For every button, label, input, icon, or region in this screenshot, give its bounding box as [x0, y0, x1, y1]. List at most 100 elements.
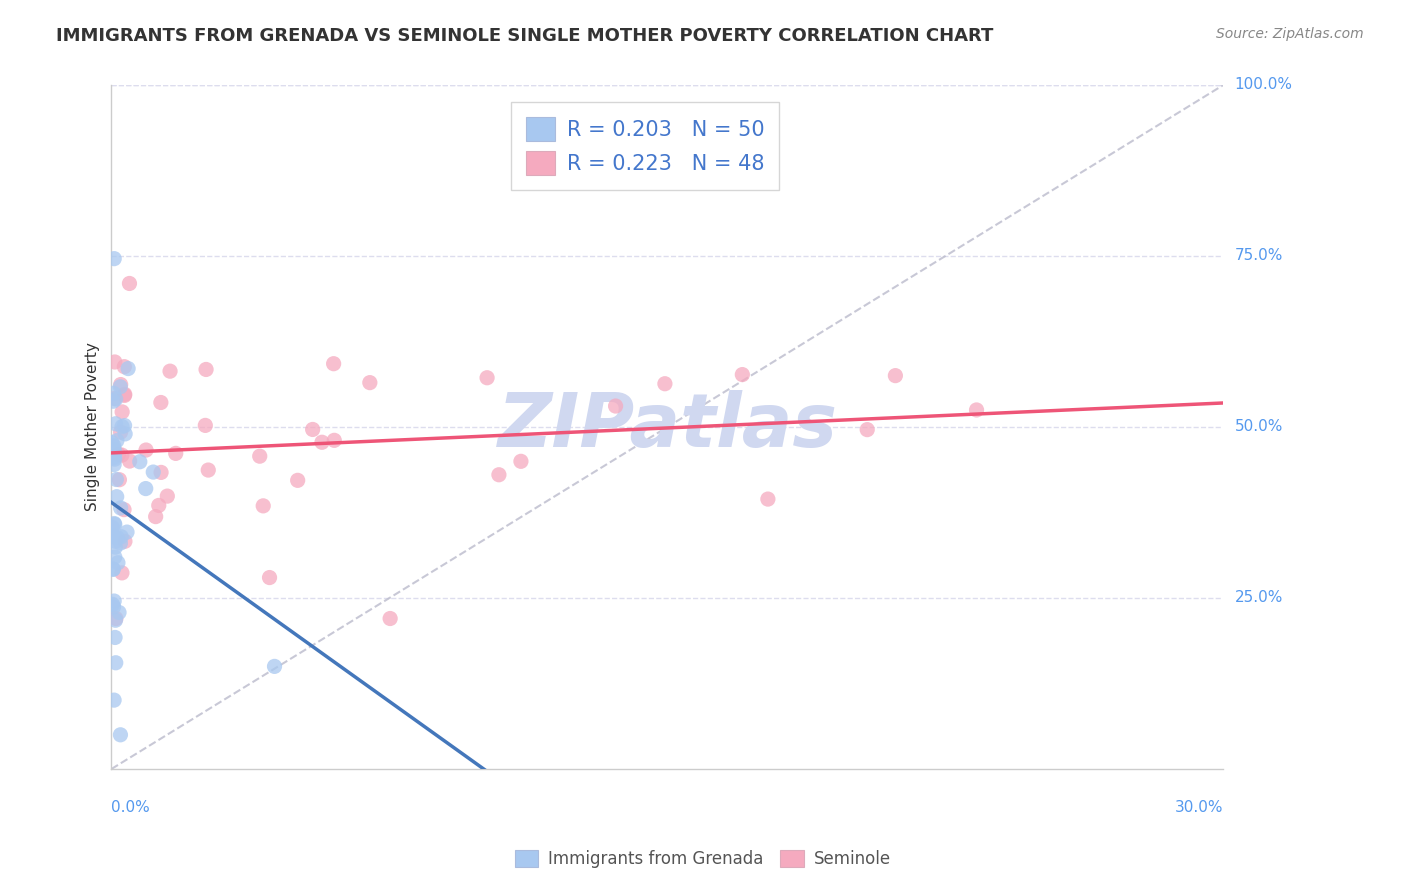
Legend: R = 0.203   N = 50, R = 0.223   N = 48: R = 0.203 N = 50, R = 0.223 N = 48	[510, 103, 779, 190]
Text: IMMIGRANTS FROM GRENADA VS SEMINOLE SINGLE MOTHER POVERTY CORRELATION CHART: IMMIGRANTS FROM GRENADA VS SEMINOLE SING…	[56, 27, 994, 45]
Point	[101, 598, 124, 612]
Point	[149, 395, 172, 409]
Point	[731, 368, 754, 382]
Legend: Immigrants from Grenada, Seminole: Immigrants from Grenada, Seminole	[509, 843, 897, 875]
Point	[103, 693, 125, 707]
Point	[252, 499, 274, 513]
Point	[112, 502, 135, 516]
Point	[111, 566, 134, 580]
Point	[259, 570, 281, 584]
Y-axis label: Single Mother Poverty: Single Mother Poverty	[86, 343, 100, 511]
Point	[114, 387, 136, 401]
Point	[111, 448, 134, 462]
Point	[322, 357, 344, 371]
Point	[118, 454, 141, 468]
Point	[115, 525, 138, 540]
Point	[110, 500, 132, 515]
Point	[104, 549, 127, 564]
Text: ZIPatlas: ZIPatlas	[498, 391, 838, 464]
Point	[104, 452, 127, 467]
Point	[110, 377, 132, 392]
Point	[111, 419, 134, 434]
Point	[510, 454, 533, 468]
Point	[108, 606, 131, 620]
Point	[114, 418, 136, 433]
Point	[488, 467, 510, 482]
Point	[105, 473, 128, 487]
Point	[654, 376, 676, 391]
Point	[108, 473, 131, 487]
Point	[103, 252, 125, 266]
Point	[110, 530, 132, 544]
Point	[112, 359, 135, 374]
Point	[103, 562, 125, 576]
Point	[105, 490, 128, 504]
Point	[104, 540, 127, 554]
Point	[107, 556, 129, 570]
Point	[249, 449, 271, 463]
Point	[114, 534, 136, 549]
Point	[101, 520, 124, 534]
Point	[104, 517, 127, 532]
Text: 25.0%: 25.0%	[1234, 591, 1282, 606]
Point	[966, 403, 988, 417]
Point	[105, 434, 128, 448]
Point	[104, 613, 127, 627]
Point	[104, 534, 127, 549]
Point	[101, 435, 124, 450]
Point	[110, 728, 132, 742]
Point	[103, 594, 125, 608]
Point	[103, 599, 125, 614]
Point	[101, 394, 124, 409]
Point	[287, 474, 309, 488]
Text: 30.0%: 30.0%	[1175, 799, 1223, 814]
Point	[884, 368, 907, 383]
Text: 100.0%: 100.0%	[1234, 78, 1292, 93]
Point	[323, 434, 346, 448]
Point	[114, 426, 136, 441]
Point	[475, 370, 498, 384]
Point	[194, 418, 217, 433]
Point	[856, 423, 879, 437]
Point	[103, 439, 125, 453]
Point	[104, 417, 127, 431]
Point	[301, 422, 323, 436]
Point	[103, 444, 125, 458]
Point	[263, 659, 285, 673]
Point	[605, 399, 627, 413]
Point	[756, 492, 779, 507]
Point	[103, 458, 125, 472]
Point	[104, 392, 127, 406]
Point	[103, 530, 125, 544]
Text: 0.0%: 0.0%	[111, 799, 150, 814]
Point	[107, 531, 129, 545]
Point	[103, 442, 125, 457]
Point	[103, 450, 125, 465]
Point	[195, 362, 218, 376]
Point	[128, 455, 150, 469]
Point	[103, 516, 125, 531]
Point	[359, 376, 381, 390]
Point	[159, 364, 181, 378]
Point	[145, 509, 167, 524]
Point	[107, 447, 129, 461]
Point	[117, 361, 139, 376]
Point	[104, 631, 127, 645]
Point	[156, 489, 179, 503]
Point	[142, 465, 165, 479]
Point	[165, 446, 187, 460]
Text: 50.0%: 50.0%	[1234, 419, 1282, 434]
Point	[197, 463, 219, 477]
Point	[103, 386, 125, 401]
Text: 75.0%: 75.0%	[1234, 249, 1282, 263]
Point	[104, 611, 127, 625]
Point	[378, 611, 401, 625]
Point	[148, 499, 170, 513]
Point	[101, 529, 124, 543]
Point	[135, 443, 157, 458]
Point	[101, 562, 124, 576]
Text: Source: ZipAtlas.com: Source: ZipAtlas.com	[1216, 27, 1364, 41]
Point	[103, 449, 125, 463]
Point	[114, 388, 136, 402]
Point	[104, 392, 127, 406]
